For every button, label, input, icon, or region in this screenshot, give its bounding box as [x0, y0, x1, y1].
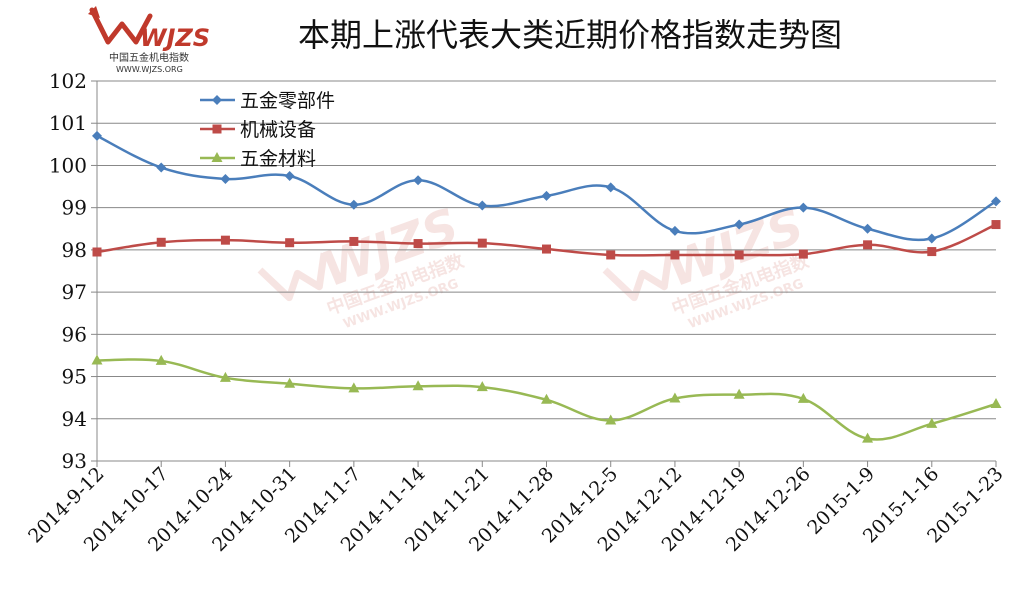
data-point: [284, 171, 295, 181]
data-point: [413, 175, 424, 186]
data-point: [669, 225, 680, 236]
y-tick-label: 100: [49, 153, 87, 177]
legend-label: 五金零部件: [240, 90, 335, 112]
legend-marker: [212, 95, 222, 105]
y-tick-label: 98: [62, 238, 87, 262]
series-2: [92, 220, 1001, 260]
data-point: [542, 244, 551, 254]
data-point: [733, 388, 745, 399]
data-point: [220, 173, 231, 184]
data-point: [156, 237, 166, 247]
x-tick-labels: 2014-9-122014-10-172014-10-242014-10-312…: [24, 463, 1007, 556]
wjzs-logo: WJZS 中国五金机电指数 WWW.WJZS.ORG: [88, 6, 210, 74]
watermark-right: WJZS 中国五金机电指数 WWW.WJZS.ORG: [602, 198, 813, 332]
watermark-left: WJZS 中国五金机电指数 WWW.WJZS.ORG: [257, 198, 468, 332]
data-point: [155, 354, 167, 365]
data-point: [477, 200, 488, 211]
data-point: [606, 250, 616, 260]
data-point: [541, 190, 552, 201]
chart-title: 本期上涨代表大类近期价格指数走势图: [298, 16, 842, 54]
axes: [91, 80, 997, 467]
y-tick-label: 99: [62, 196, 87, 220]
legend-marker: [212, 124, 222, 134]
data-point: [734, 250, 744, 260]
series-1: [92, 130, 1001, 244]
data-point: [798, 202, 809, 213]
legend-item: 机械设备: [200, 119, 316, 141]
data-point: [156, 162, 167, 173]
data-point: [219, 371, 231, 382]
data-point: [669, 392, 681, 403]
y-tick-label: 102: [49, 69, 87, 93]
data-point: [990, 398, 1002, 408]
logo-subtitle: 中国五金机电指数: [109, 51, 189, 64]
data-point: [413, 239, 423, 249]
data-point: [926, 233, 937, 244]
data-point: [285, 238, 295, 248]
legend-label: 机械设备: [240, 119, 316, 141]
data-point: [862, 223, 873, 234]
legend-item: 五金材料: [200, 148, 316, 170]
data-point: [349, 236, 359, 246]
y-tick-label: 95: [62, 365, 87, 389]
y-tick-label: 94: [62, 407, 87, 431]
data-point: [412, 380, 424, 391]
data-point: [797, 392, 809, 403]
data-point: [91, 354, 103, 365]
data-point: [477, 238, 487, 248]
data-point: [991, 220, 1001, 230]
series-3: [91, 354, 1002, 443]
logo-brand: WJZS: [140, 24, 210, 52]
data-point: [991, 196, 1001, 207]
data-point: [284, 377, 296, 388]
data-point: [476, 381, 488, 392]
data-point: [348, 199, 359, 210]
y-tick-label: 96: [62, 322, 87, 346]
data-point: [220, 235, 230, 245]
y-tick-label: 93: [62, 449, 87, 473]
data-point: [798, 249, 808, 259]
logo-url: WWW.WJZS.ORG: [116, 65, 183, 74]
data-point: [605, 182, 616, 193]
data-point: [92, 247, 102, 257]
gridlines: [97, 80, 996, 420]
y-tick-labels: 93 94 95 96 97 98 99 100 101 102: [49, 69, 87, 473]
data-point: [926, 417, 938, 428]
data-point: [862, 432, 874, 443]
series: [91, 130, 1002, 443]
data-point: [348, 382, 360, 393]
data-point: [734, 219, 745, 230]
series-line: [96, 134, 997, 242]
data-point: [92, 130, 102, 141]
legend-item: 五金零部件: [200, 90, 335, 112]
legend-label: 五金材料: [240, 148, 316, 170]
data-point: [670, 250, 680, 260]
data-point: [927, 247, 937, 257]
y-tick-label: 97: [62, 280, 87, 304]
data-point: [605, 414, 617, 425]
legend-marker: [211, 152, 223, 162]
y-tick-label: 101: [49, 111, 87, 135]
data-point: [863, 240, 873, 250]
data-point: [541, 393, 552, 404]
